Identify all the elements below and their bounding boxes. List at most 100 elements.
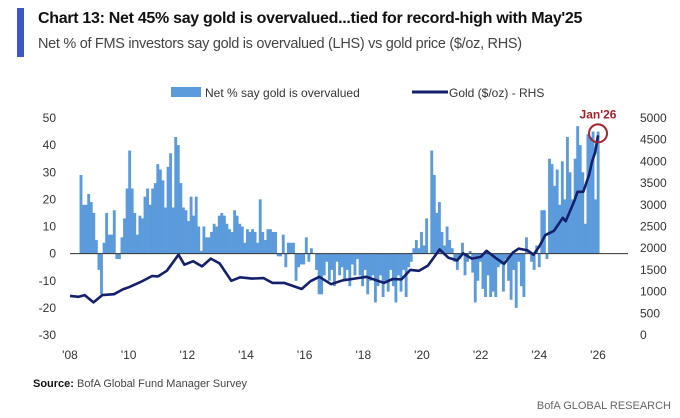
bar [409,253,413,262]
bar [389,253,393,270]
bar [253,231,257,254]
bar [82,204,85,254]
x-tick-label: '24 [532,348,548,362]
bar [297,253,301,268]
legend: Net % say gold is overvalued Gold ($/oz)… [171,86,544,100]
bar [87,193,91,254]
bar [384,253,388,281]
bar [143,196,147,254]
y-left-tick-label: 30 [43,165,57,179]
y-left-tick-label: 50 [43,111,57,125]
bar [258,199,262,254]
bar [89,202,93,254]
bar [207,237,211,254]
bar [340,253,344,268]
bar [248,231,252,254]
bar [391,253,395,287]
bar [189,196,193,254]
y-left-tick-label: -10 [39,274,57,288]
y-left-tick-label: 10 [43,220,57,234]
source-note: Source: BofA Global Fund Manager Survey [33,378,247,390]
bar [420,231,423,254]
bar [361,253,365,287]
bar [299,253,303,265]
source-label: Source: [33,378,74,390]
bar [235,215,239,254]
y-right-tick-label: 4500 [640,133,667,147]
bar [343,253,347,281]
bar [499,253,503,265]
bar [330,253,334,270]
bar [309,248,313,254]
bar [350,253,354,265]
bar [453,253,457,262]
bar [115,253,119,260]
x-tick-label: '18 [356,348,372,362]
bar [271,231,275,254]
bar [345,253,349,270]
x-tick-label: '14 [238,348,254,362]
bar [581,172,585,254]
bar [578,145,582,254]
bar [245,229,249,254]
bar [525,237,528,254]
bar [412,248,416,254]
x-tick-label: '12 [180,348,196,362]
bar [187,221,190,254]
bar [435,212,439,254]
bar [594,199,598,254]
bar [194,196,198,254]
bar [320,253,324,295]
bar [322,253,326,276]
y-left-tick-label: -20 [39,301,57,315]
bar [333,253,336,287]
y-left-tick-label: 0 [49,247,56,261]
bar [276,253,280,257]
bar [97,253,101,270]
bar [376,253,380,287]
bar [489,253,493,298]
bar [307,253,311,262]
bar [507,253,510,281]
bar [466,253,470,262]
y-right-tick-label: 2500 [640,220,667,234]
bar [279,253,283,257]
bar [471,253,475,273]
bar [130,188,134,254]
bar [161,180,165,254]
bar [586,134,590,254]
y-right-tick-label: 4000 [640,154,667,168]
x-tick-label: '26 [590,348,606,362]
bar [532,253,536,270]
y-left-tick-label: -30 [39,328,57,342]
bar [491,253,495,292]
bar [560,161,564,254]
bar [512,253,516,270]
bar [509,253,513,300]
bar [353,253,357,276]
chart-subtitle: Net % of FMS investors say gold is overv… [38,36,522,52]
bar [243,242,247,254]
bar [463,253,467,276]
bar [128,150,132,254]
y-right-tick-label: 2000 [640,241,667,255]
y-axis-left: 50 40 30 20 10 0 -10 -20 -30 [39,111,57,342]
x-tick-label: '20 [414,348,430,362]
bar [583,223,587,254]
bar [589,136,592,254]
bar [281,234,285,254]
bar [476,253,480,281]
bar [256,242,260,254]
y-left-tick-label: 20 [43,192,57,206]
bar [215,226,219,254]
bar [573,158,577,254]
bar [486,253,490,276]
bar [176,145,180,254]
bar [222,215,226,254]
bar [138,215,142,254]
bar [148,204,152,254]
bar [284,253,288,268]
bar [430,150,434,254]
